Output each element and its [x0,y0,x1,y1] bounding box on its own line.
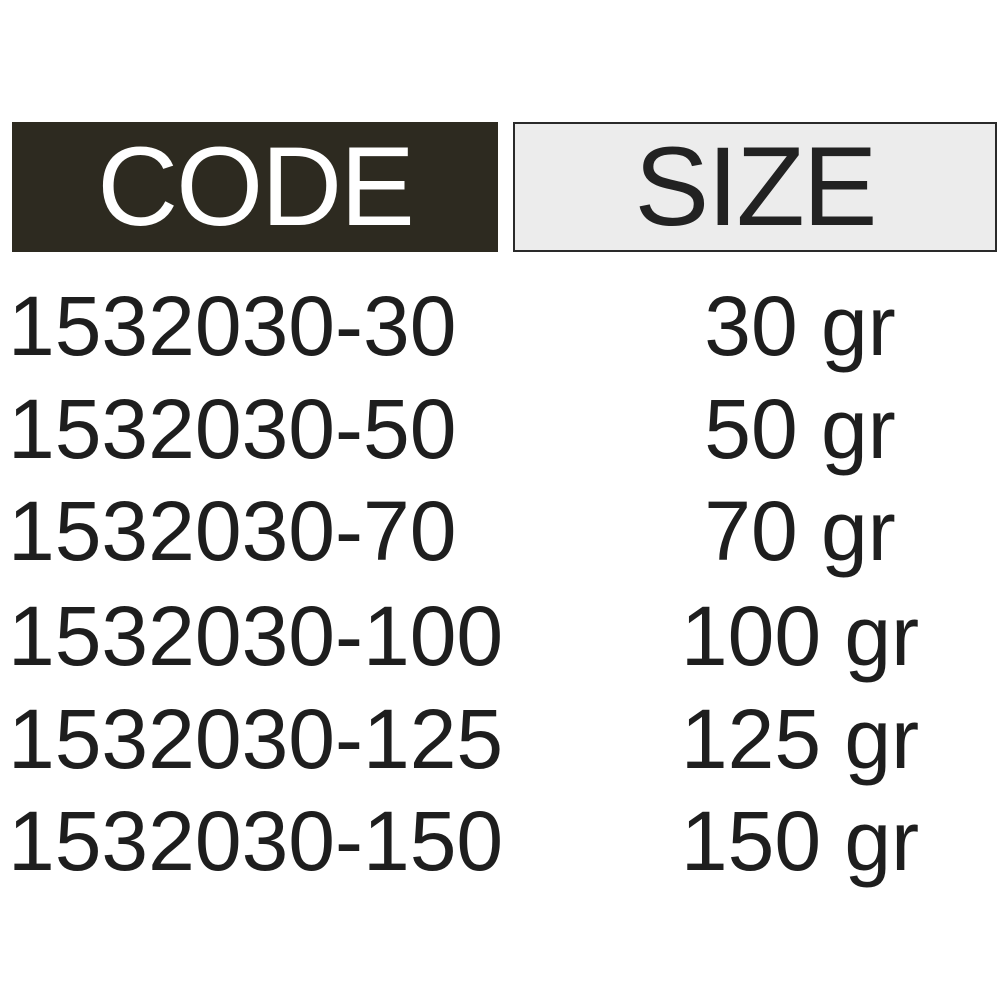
code-cell: 1532030-70 [8,484,457,578]
table-row: 1532030-150 150 gr [0,791,1000,891]
size-cell: 30 gr [704,279,896,373]
header-code-label: CODE [97,124,415,249]
size-cell: 150 gr [680,794,920,888]
table-row: 1532030-30 30 gr [0,276,1000,376]
size-cell: 70 gr [704,484,896,578]
table-row: 1532030-50 50 gr [0,379,1000,479]
table-row: 1532030-100 100 gr [0,586,1000,686]
code-cell: 1532030-30 [8,279,457,373]
header-size: SIZE [513,122,997,252]
header-code: CODE [12,122,498,252]
code-cell: 1532030-100 [8,589,504,683]
code-cell: 1532030-125 [8,692,504,786]
code-cell: 1532030-150 [8,794,504,888]
table-row: 1532030-125 125 gr [0,689,1000,789]
size-cell: 125 gr [680,692,920,786]
code-cell: 1532030-50 [8,382,457,476]
size-cell: 50 gr [704,382,896,476]
table-row: 1532030-70 70 gr [0,481,1000,581]
size-cell: 100 gr [680,589,920,683]
header-size-label: SIZE [634,124,878,249]
